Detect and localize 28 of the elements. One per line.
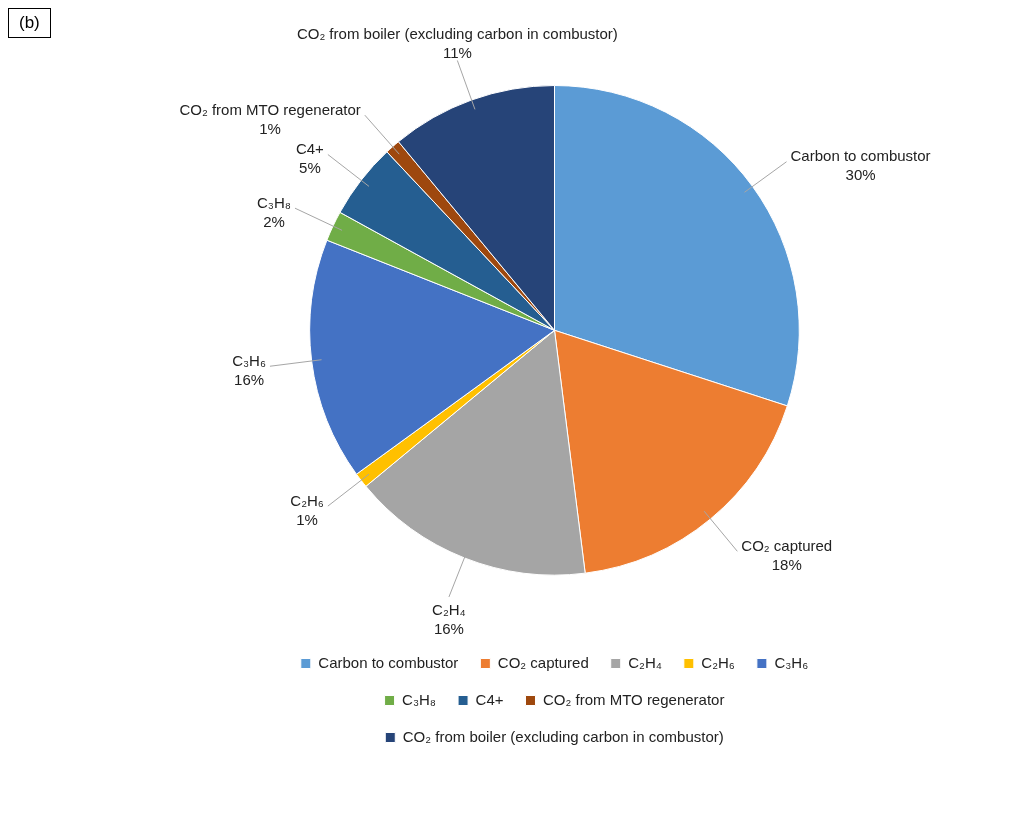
legend-label: C₃H₆ <box>774 653 809 671</box>
legend-label: C4+ <box>475 690 504 708</box>
data-label: 30% <box>845 166 876 184</box>
data-label: 1% <box>296 510 318 528</box>
legend-label: CO₂ from boiler (excluding carbon in combustor) <box>402 727 724 745</box>
legend-label: Carbon to combustor <box>318 653 459 671</box>
slice-label: Carbon to combustor <box>790 147 931 165</box>
slice-label: C4+ <box>295 140 325 158</box>
data-label: 16% <box>433 620 464 638</box>
legend-label: C₂H₆ <box>701 653 735 671</box>
slice-label: CO₂ from MTO regenerator <box>179 100 361 118</box>
legend-label: CO₂ captured <box>497 653 589 671</box>
slice-label: C₂H₆ <box>290 491 324 509</box>
slice-label: C₃H₈ <box>257 193 291 211</box>
legend-label: C₂H₄ <box>628 653 662 671</box>
text: (b) <box>8 8 51 38</box>
slice-label: C₂H₄ <box>432 601 466 619</box>
data-label: 18% <box>771 555 802 573</box>
slice-label: CO₂ captured <box>741 536 833 554</box>
data-label: 11% <box>442 43 472 61</box>
slice-label: CO₂ from boiler (excluding carbon in combustor) <box>296 24 618 42</box>
data-label: 2% <box>263 212 285 230</box>
data-label: 16% <box>234 370 265 388</box>
data-label: 5% <box>299 159 321 177</box>
data-label: 1% <box>259 119 281 137</box>
legend-label: C₃H₈ <box>402 690 437 708</box>
slice-label: C₃H₆ <box>232 351 266 369</box>
legend-label: CO₂ from MTO regenerator <box>543 690 725 708</box>
